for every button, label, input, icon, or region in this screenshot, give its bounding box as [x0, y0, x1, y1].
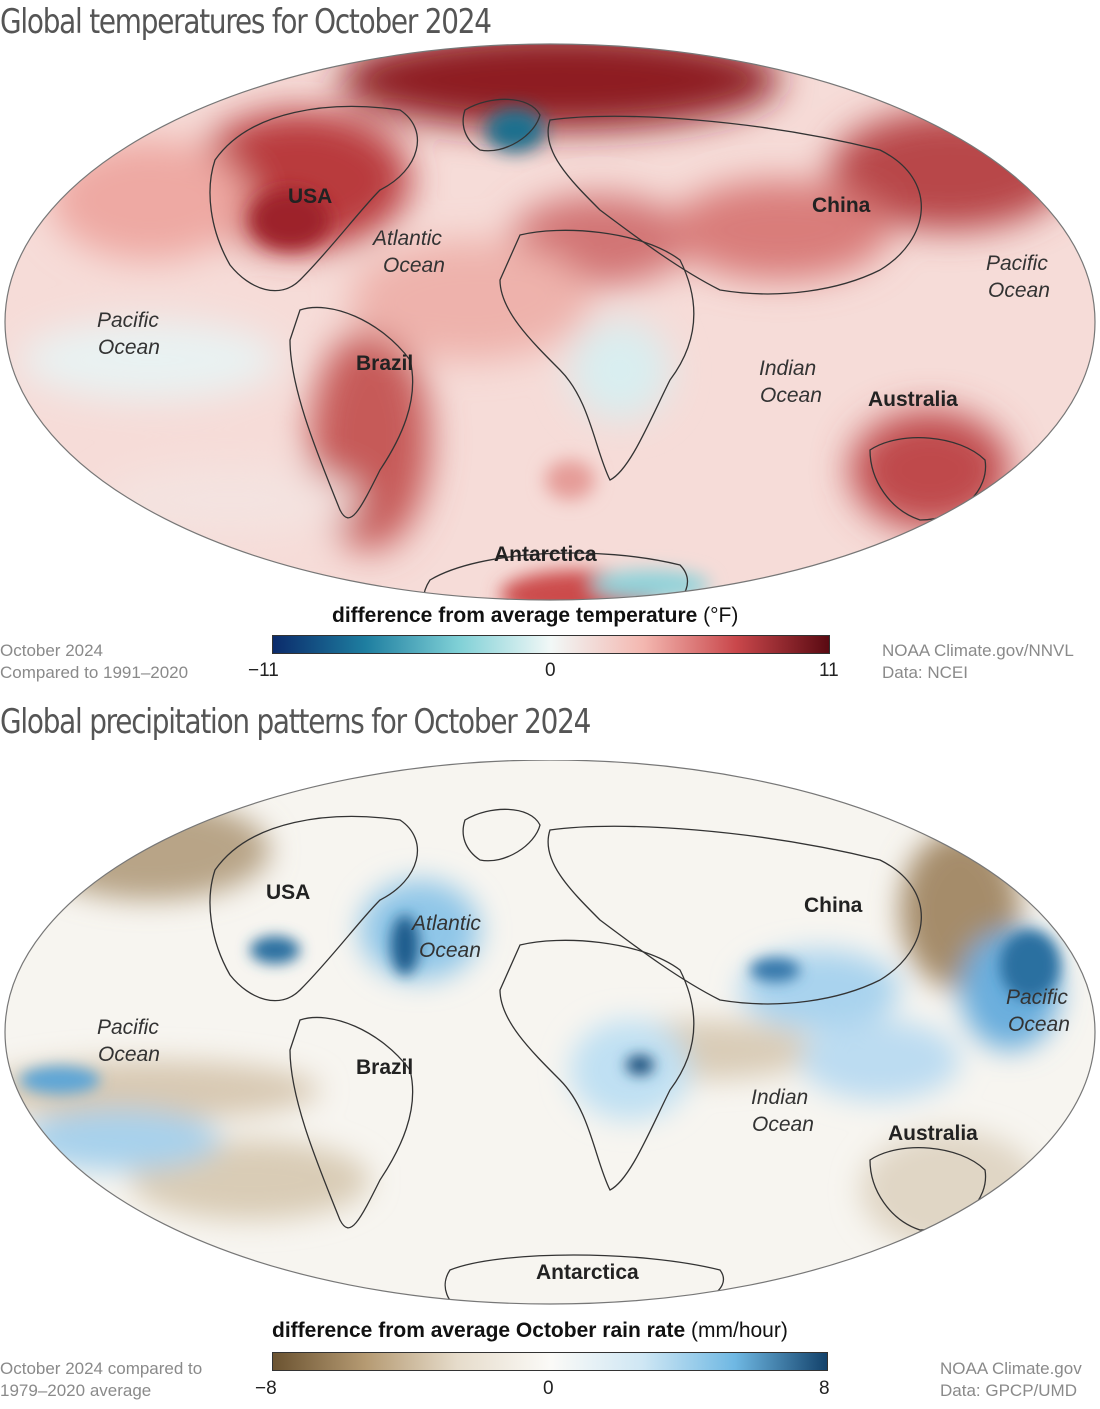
temperature-colorbar [272, 635, 830, 654]
label-atlantic-line1: Atlantic [410, 912, 481, 935]
label-usa: USA [266, 881, 310, 904]
label-australia: Australia [868, 388, 958, 411]
temperature-note-left-line1: October 2024 [0, 641, 104, 660]
precipitation-note-right: NOAA Climate.gov Data: GPCP/UMD [940, 1358, 1082, 1402]
precipitation-colorbar-title: difference from average October rain rat… [272, 1319, 788, 1343]
label-brazil: Brazil [356, 352, 413, 375]
temperature-colorbar-max: 11 [819, 660, 839, 681]
precipitation-map-title: Global precipitation patterns for Octobe… [0, 702, 591, 742]
precipitation-colorbar-mid: 0 [543, 1378, 554, 1399]
precipitation-credit: NOAA Climate.gov [940, 1359, 1082, 1378]
precipitation-colorbar [272, 1352, 828, 1371]
temperature-credit: NOAA Climate.gov/NNVL [882, 641, 1074, 660]
label-pacific-west-line1: Pacific [97, 309, 159, 332]
label-indian-line1: Indian [759, 357, 816, 380]
temperature-note-right: NOAA Climate.gov/NNVL Data: NCEI [882, 640, 1074, 684]
temperature-note-left: October 2024 Compared to 1991–2020 [0, 640, 188, 684]
temperature-data-source: Data: NCEI [882, 663, 968, 682]
precipitation-panel: Global precipitation patterns for Octobe… [0, 700, 1100, 1409]
label-pacific-west-line1: Pacific [97, 1016, 159, 1039]
label-atlantic-line2: Ocean [383, 254, 445, 277]
precipitation-note-left-line1: October 2024 compared to [0, 1359, 203, 1378]
label-antarctica: Antarctica [494, 543, 597, 566]
temperature-colorbar-mid: 0 [545, 660, 556, 681]
precipitation-note-left: October 2024 compared to 1979–2020 avera… [0, 1358, 202, 1402]
label-brazil: Brazil [356, 1056, 413, 1079]
temperature-note-left-line2: Compared to 1991–2020 [0, 663, 189, 682]
label-australia: Australia [888, 1122, 978, 1145]
label-antarctica: Antarctica [536, 1261, 639, 1284]
precipitation-colorbar-max: 8 [819, 1378, 830, 1399]
temperature-map-labels: USA China Brazil Australia Antarctica At… [97, 185, 1050, 566]
label-pacific-east-line2: Ocean [988, 279, 1050, 302]
label-china: China [812, 194, 871, 217]
precipitation-data-source: Data: GPCP/UMD [940, 1381, 1077, 1400]
label-usa: USA [288, 185, 332, 208]
precipitation-map: USA China Brazil Australia Antarctica At… [4, 760, 1096, 1305]
label-indian-line1: Indian [751, 1086, 808, 1109]
temperature-colorbar-min: −11 [248, 660, 279, 681]
label-china: China [804, 894, 863, 917]
temperature-colorbar-unit: (°F) [703, 604, 739, 627]
label-pacific-east-line1: Pacific [986, 252, 1048, 275]
temperature-map-title: Global temperatures for October 2024 [0, 2, 492, 42]
label-indian-line2: Ocean [752, 1113, 814, 1136]
temperature-colorbar-label: difference from average temperature [332, 604, 698, 627]
precipitation-colorbar-unit: (mm/hour) [691, 1319, 788, 1342]
label-pacific-east-line1: Pacific [1006, 986, 1068, 1009]
label-pacific-west-line2: Ocean [98, 336, 160, 359]
label-atlantic-line1: Atlantic [371, 227, 442, 250]
label-atlantic-line2: Ocean [419, 939, 481, 962]
label-pacific-west-line2: Ocean [98, 1043, 160, 1066]
temperature-panel: Global temperatures for October 2024 [0, 0, 1100, 700]
temperature-colorbar-title: difference from average temperature (°F) [332, 604, 738, 628]
precipitation-colorbar-min: −8 [255, 1378, 277, 1399]
precipitation-note-left-line2: 1979–2020 average [0, 1381, 152, 1400]
temperature-map: USA China Brazil Australia Antarctica At… [4, 43, 1096, 601]
label-pacific-east-line2: Ocean [1008, 1013, 1070, 1036]
precipitation-map-labels: USA China Brazil Australia Antarctica At… [97, 881, 1070, 1284]
label-indian-line2: Ocean [760, 384, 822, 407]
precipitation-colorbar-label: difference from average October rain rat… [272, 1319, 686, 1342]
